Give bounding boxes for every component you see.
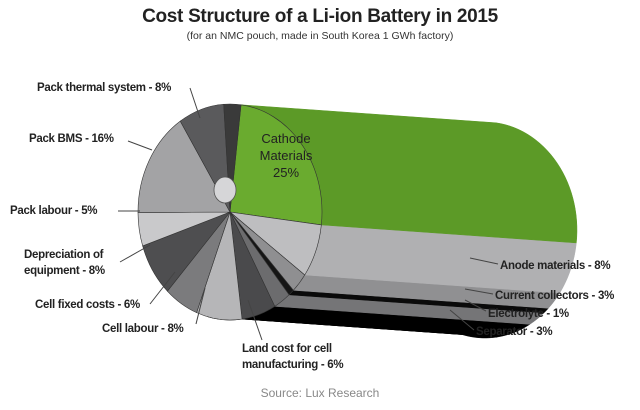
leader-line-9	[127, 140, 153, 151]
leader-line-4	[247, 299, 263, 341]
label-depreciation: Depreciation of equipment - 8%	[24, 247, 105, 279]
label-cathode-line2: Materials	[259, 148, 313, 163]
label-pack-labour: Pack labour - 5%	[10, 205, 98, 217]
leader-line-1	[464, 288, 494, 295]
source-note: Source: Lux Research	[260, 386, 380, 400]
label-land-cost-line2: manufacturing - 6%	[242, 359, 344, 371]
label-separator: Separator - 3%	[476, 326, 553, 338]
label-cathode-line1: Cathode	[261, 131, 311, 146]
label-cathode-value: 25%	[272, 165, 300, 180]
pie-hub	[213, 176, 237, 204]
leader-line-6	[149, 271, 176, 305]
label-electrolyte: Electrolyte - 1%	[488, 308, 569, 320]
label-land-cost-line1: Land cost for cell	[242, 343, 332, 355]
label-pack-bms: Pack BMS - 16%	[29, 133, 114, 145]
pie-slice-10	[137, 120, 231, 213]
pie-slice-unlabeled	[223, 103, 242, 213]
leader-line-5	[195, 287, 206, 325]
leader-line-0	[469, 257, 499, 265]
label-current-collectors: Current collectors - 3%	[495, 290, 614, 302]
label-pack-thermal: Pack thermal system - 8%	[37, 82, 172, 94]
label-cathode: Cathode Materials 25%	[246, 130, 326, 181]
label-depreciation-line1: Depreciation of	[24, 249, 104, 261]
chart-subtitle: (for an NMC pouch, made in South Korea 1…	[186, 30, 454, 42]
leader-line-3	[449, 309, 475, 331]
pie-slice-0	[229, 104, 323, 226]
label-land-cost: Land cost for cell manufacturing - 6%	[242, 341, 344, 373]
label-cell-fixed: Cell fixed costs - 6%	[35, 299, 140, 311]
leader-line-2	[464, 299, 487, 312]
label-cell-labour: Cell labour - 8%	[102, 323, 184, 335]
chart-title: Cost Structure of a Li-ion Battery in 20…	[142, 6, 498, 27]
label-depreciation-line2: equipment - 8%	[24, 265, 105, 277]
leader-line-10	[189, 87, 201, 119]
leader-line-7	[119, 244, 151, 263]
label-anode: Anode materials - 8%	[500, 260, 611, 272]
